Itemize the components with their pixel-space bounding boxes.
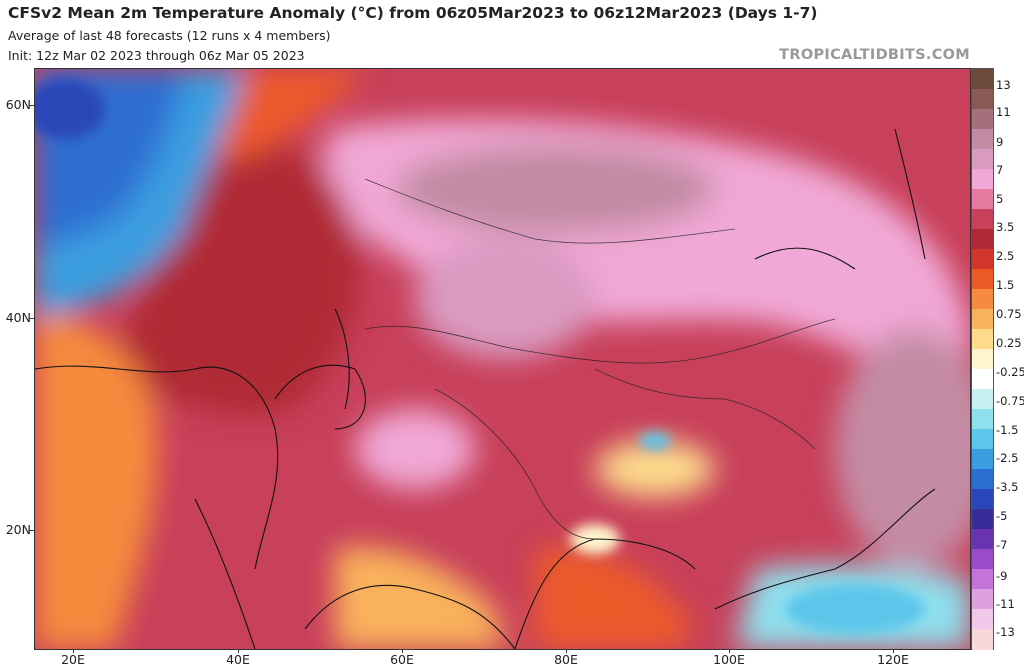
lat-label-40n: 40N (5, 310, 31, 325)
colorbar-label: -0.25 (996, 365, 1024, 379)
lon-label-80e: 80E (554, 652, 578, 667)
colorbar-swatch (972, 209, 993, 230)
colorbar-label: -13 (996, 625, 1015, 639)
lon-label-120e: 120E (877, 652, 909, 667)
colorbar-label: -9 (996, 569, 1008, 583)
map-title: CFSv2 Mean 2m Temperature Anomaly (°C) f… (8, 4, 818, 22)
colorbar-swatch (972, 169, 993, 190)
colorbar-label: 0.75 (996, 307, 1022, 321)
colorbar-swatch (972, 349, 993, 370)
colorbar-swatch (972, 409, 993, 430)
colorbar-swatch (972, 269, 993, 290)
colorbar-swatch (972, 449, 993, 470)
colorbar-label: -0.75 (996, 394, 1024, 408)
colorbar-swatch (972, 489, 993, 510)
colorbar-swatch (972, 629, 993, 650)
colorbar-label: -5 (996, 509, 1008, 523)
colorbar-swatch (972, 289, 993, 310)
colorbar-label: -7 (996, 538, 1008, 552)
colorbar-swatch (972, 189, 993, 210)
colorbar-swatch (972, 109, 993, 130)
lat-tick-40n (29, 318, 34, 319)
colorbar-swatch (972, 69, 993, 90)
temperature-anomaly-map (34, 68, 971, 650)
lon-tick-60e (402, 649, 403, 653)
map-canvas (35, 69, 970, 649)
lon-tick-40e (238, 649, 239, 653)
colorbar-label: 13 (996, 78, 1011, 92)
colorbar-swatch (972, 389, 993, 410)
colorbar-swatch (972, 329, 993, 350)
colorbar-label: -1.5 (996, 423, 1019, 437)
colorbar-swatch (972, 509, 993, 530)
colorbar-swatch (972, 429, 993, 450)
colorbar-label: 0.25 (996, 336, 1022, 350)
lat-tick-20n (29, 530, 34, 531)
colorbar-label: -11 (996, 597, 1015, 611)
lon-tick-120e (893, 649, 894, 653)
colorbar-swatch (972, 469, 993, 490)
colorbar (971, 68, 994, 650)
colorbar-swatch (972, 609, 993, 630)
lat-label-60n: 60N (5, 97, 31, 112)
colorbar-swatch (972, 569, 993, 590)
colorbar-label: 1.5 (996, 278, 1015, 292)
lon-tick-20e (73, 649, 74, 653)
colorbar-label: 2.5 (996, 249, 1015, 263)
colorbar-swatch (972, 89, 993, 110)
colorbar-label: 11 (996, 105, 1011, 119)
colorbar-label: 9 (996, 135, 1004, 149)
colorbar-label: 5 (996, 192, 1004, 206)
lon-label-100e: 100E (713, 652, 745, 667)
colorbar-swatch (972, 549, 993, 570)
colorbar-label: -2.5 (996, 451, 1019, 465)
brand-watermark: TROPICALTIDBITS.COM (779, 47, 970, 63)
colorbar-swatch (972, 249, 993, 270)
colorbar-swatch (972, 369, 993, 390)
colorbar-label: 3.5 (996, 220, 1015, 234)
lon-label-40e: 40E (226, 652, 250, 667)
init-time: Init: 12z Mar 02 2023 through 06z Mar 05… (8, 48, 305, 63)
colorbar-swatch (972, 309, 993, 330)
lat-label-20n: 20N (5, 522, 31, 537)
lon-tick-80e (566, 649, 567, 653)
colorbar-swatch (972, 589, 993, 610)
colorbar-swatch (972, 149, 993, 170)
map-subtitle: Average of last 48 forecasts (12 runs x … (8, 28, 331, 43)
colorbar-label: 7 (996, 163, 1004, 177)
lon-label-60e: 60E (390, 652, 414, 667)
colorbar-swatch (972, 129, 993, 150)
colorbar-swatch (972, 229, 993, 250)
colorbar-swatch (972, 529, 993, 550)
lat-tick-60n (29, 105, 34, 106)
colorbar-label: -3.5 (996, 480, 1019, 494)
lon-tick-100e (729, 649, 730, 653)
lon-label-20e: 20E (61, 652, 85, 667)
